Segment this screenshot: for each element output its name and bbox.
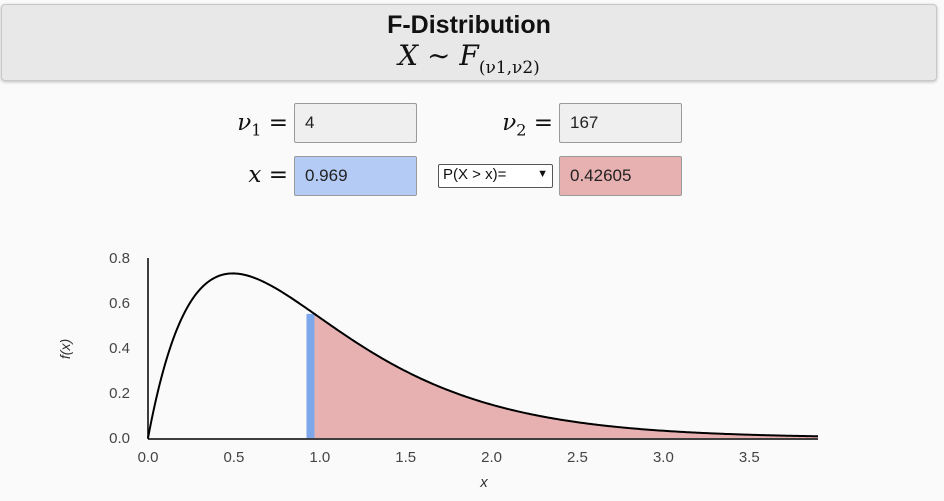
distribution-formula: X ∼ F(ν1,ν2)	[2, 39, 936, 78]
nu2-subscript: 2	[516, 120, 527, 140]
x-tick-label: 1.5	[395, 449, 416, 466]
nu2-label: ν2 =	[487, 110, 553, 140]
nu1-symbol: ν	[237, 110, 252, 136]
nu1-equals: =	[268, 110, 288, 136]
x-tick-label: 0.0	[138, 449, 159, 466]
nu1-input[interactable]	[294, 103, 417, 143]
x-tick-label: 2.5	[567, 449, 588, 466]
formula-tilde: ∼	[427, 39, 451, 72]
x-value-marker	[306, 313, 315, 438]
chevron-down-icon: ▼	[537, 168, 548, 180]
y-axis-label: f(x)	[57, 339, 73, 359]
nu2-symbol: ν	[502, 110, 517, 136]
x-tick-label: 0.5	[223, 449, 244, 466]
x-input[interactable]	[294, 156, 417, 196]
x-label: x =	[222, 162, 288, 188]
formula-f: F	[459, 39, 479, 72]
y-tick-label: 0.8	[109, 250, 130, 267]
x-tick-label: 1.0	[309, 449, 330, 466]
probability-type-select[interactable]: P(X > x)= ▼	[438, 164, 553, 188]
nu1-subscript: 1	[251, 120, 262, 140]
x-tick-label: 3.0	[653, 449, 674, 466]
x-axis-label: x	[479, 474, 488, 491]
x-tick-label: 2.0	[481, 449, 502, 466]
title-panel: F-Distribution X ∼ F(ν1,ν2)	[1, 4, 937, 81]
x-equals: =	[268, 162, 288, 188]
y-tick-label: 0.6	[109, 295, 130, 312]
probability-output[interactable]	[559, 156, 682, 196]
nu1-label: ν1 =	[222, 110, 288, 140]
density-curve	[147, 272, 819, 439]
nu2-input[interactable]	[559, 103, 682, 143]
shaded-probability-area	[314, 313, 818, 438]
formula-variable: X	[398, 39, 419, 72]
nu2-equals: =	[533, 110, 553, 136]
x-symbol: x	[248, 162, 262, 188]
y-tick-label: 0.4	[109, 340, 130, 357]
y-tick-label: 0.0	[109, 430, 130, 447]
x-tick-label: 3.5	[739, 449, 760, 466]
formula-subscript: (ν1,ν2)	[478, 58, 540, 78]
probability-type-label: P(X > x)=	[443, 166, 507, 183]
page-title: F-Distribution	[387, 11, 551, 39]
y-tick-label: 0.2	[109, 385, 130, 402]
